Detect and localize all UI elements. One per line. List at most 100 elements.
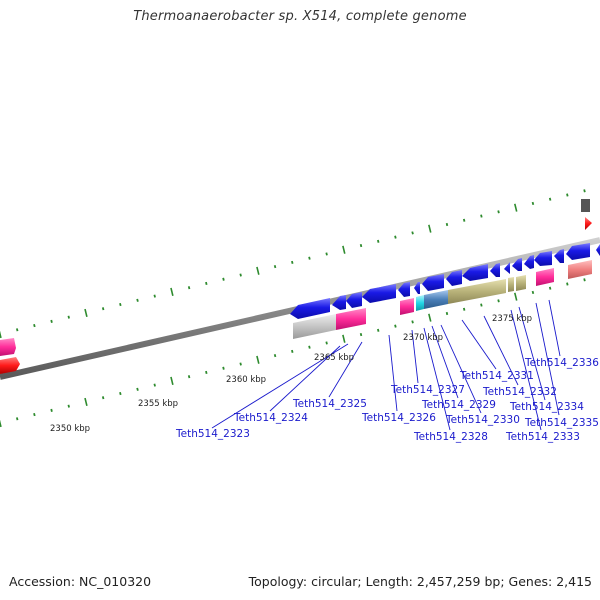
major-tick	[0, 419, 2, 428]
olive-feature[interactable]	[448, 279, 506, 304]
minor-tick	[33, 413, 36, 417]
olive-feature[interactable]	[508, 277, 514, 292]
major-tick	[256, 355, 260, 364]
gene-label[interactable]: Teth514_2332	[482, 386, 557, 398]
minor-tick	[480, 303, 483, 307]
minor-tick	[239, 362, 242, 366]
gene-arrow[interactable]	[596, 244, 600, 256]
gene-label[interactable]: Teth514_2325	[292, 398, 367, 410]
left-tRNA-feature[interactable]	[0, 357, 20, 374]
major-tick	[514, 203, 518, 212]
rRNA-feature[interactable]	[400, 298, 414, 315]
gene-labels: Teth514_2323 Teth514_2324 Teth514_2325 T…	[175, 357, 599, 443]
scale-label: 2355 kbp	[138, 399, 178, 409]
gene-arrow[interactable]	[414, 282, 420, 294]
minor-tick	[411, 320, 414, 324]
minor-tick	[50, 408, 53, 412]
major-tick	[170, 287, 174, 296]
major-tick	[428, 224, 432, 233]
minor-tick	[497, 299, 500, 303]
minor-tick	[187, 375, 191, 379]
minor-tick	[480, 214, 483, 218]
minor-tick	[136, 298, 139, 302]
gene-label[interactable]: Teth514_2334	[509, 401, 584, 413]
top-right-gray-feature[interactable]	[581, 199, 590, 212]
minor-tick	[273, 354, 277, 358]
minor-tick	[205, 370, 208, 375]
gene-arrow[interactable]	[462, 264, 488, 281]
gene-arrow[interactable]	[398, 282, 410, 297]
gene-label[interactable]: Teth514_2324	[233, 412, 308, 424]
gene-arrow[interactable]	[566, 243, 590, 260]
minor-tick	[291, 260, 294, 264]
gene-arrow[interactable]	[512, 258, 522, 271]
minor-tick	[462, 307, 466, 311]
gene-label[interactable]: Teth514_2326	[361, 412, 436, 424]
minor-tick	[445, 311, 449, 316]
gene-arrow[interactable]	[446, 270, 462, 286]
minor-tick	[411, 231, 414, 235]
scale-labels: 2350 kbp 2355 kbp 2360 kbp 2365 kbp 2370…	[50, 314, 532, 434]
gene-arrow[interactable]	[422, 274, 444, 291]
minor-tick	[222, 366, 225, 370]
gene-arrow[interactable]	[332, 295, 346, 310]
major-tick	[256, 266, 260, 275]
gene-arrow[interactable]	[554, 249, 564, 263]
misc-feature[interactable]	[416, 295, 424, 311]
minor-tick	[239, 273, 242, 277]
salmon-feature[interactable]	[568, 260, 592, 279]
minor-tick	[291, 349, 294, 353]
minor-tick	[153, 383, 156, 387]
minor-tick	[583, 189, 586, 193]
minor-tick	[205, 281, 208, 286]
major-tick	[170, 376, 174, 385]
major-tick	[342, 334, 346, 343]
minor-tick	[273, 265, 277, 269]
major-tick	[84, 397, 88, 407]
major-tick	[84, 308, 88, 318]
gene-label-leaders	[211, 299, 561, 431]
rRNA-feature[interactable]	[336, 308, 366, 330]
gene-label[interactable]: Teth514_2335	[524, 417, 599, 429]
minor-tick	[497, 210, 500, 214]
minor-tick	[566, 282, 569, 286]
rRNA-feature[interactable]	[536, 268, 554, 286]
minor-tick	[394, 235, 397, 239]
major-tick	[0, 330, 2, 339]
minor-tick	[119, 302, 122, 307]
left-rRNA-feature[interactable]	[0, 338, 16, 356]
gene-arrow[interactable]	[346, 292, 362, 308]
gene-arrow[interactable]	[504, 262, 510, 274]
minor-tick	[325, 252, 328, 256]
gene-label[interactable]: Teth514_2330	[445, 414, 520, 426]
olive-feature[interactable]	[516, 275, 526, 291]
minor-tick	[531, 201, 535, 206]
gene-arrow[interactable]	[534, 251, 552, 266]
gene-arrow[interactable]	[524, 255, 534, 269]
gene-label[interactable]: Teth514_2336	[524, 357, 599, 369]
minor-tick	[359, 332, 363, 337]
minor-tick	[445, 222, 449, 227]
top-right-red-feature[interactable]	[585, 217, 592, 230]
map-title: Thermoanaerobacter sp. X514, complete ge…	[133, 9, 467, 24]
gene-arrow[interactable]	[290, 298, 330, 319]
gray-feature[interactable]	[293, 314, 336, 339]
scale-label: 2375 kbp	[492, 314, 532, 324]
misc-feature[interactable]	[424, 290, 448, 309]
minor-tick	[394, 324, 397, 328]
gene-label[interactable]: Teth514_2328	[413, 431, 488, 443]
scale-label: 2370 kbp	[403, 333, 443, 343]
gene-label[interactable]: Teth514_2327	[390, 384, 465, 396]
gene-label[interactable]: Teth514_2323	[175, 428, 250, 440]
gene-label[interactable]: Teth514_2329	[421, 399, 496, 411]
forward-strand-genes	[290, 243, 600, 319]
gene-label[interactable]: Teth514_2333	[505, 431, 580, 443]
minor-tick	[153, 294, 156, 298]
minor-tick	[308, 345, 311, 349]
gene-label[interactable]: Teth514_2331	[459, 370, 534, 382]
minor-tick	[566, 193, 569, 197]
accession-label: Accession: NC_010320	[9, 574, 152, 589]
gene-arrow[interactable]	[490, 263, 500, 277]
gene-arrow[interactable]	[362, 284, 396, 303]
